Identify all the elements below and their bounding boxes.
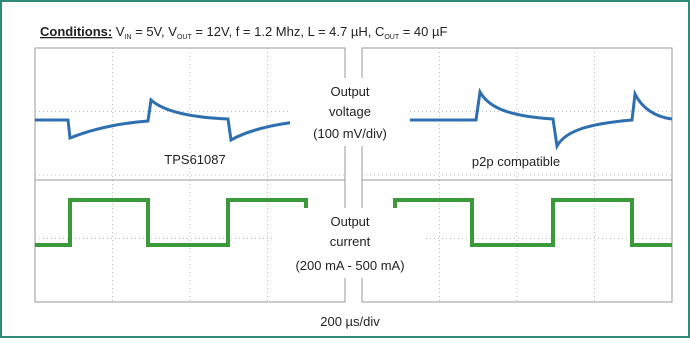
cond-main: V — [116, 24, 125, 39]
cond-main: V — [168, 24, 177, 39]
voltage-label: voltage — [329, 104, 371, 119]
voltage-label: Output — [330, 84, 369, 99]
cond-rest: = 12V, f = 1.2 Mhz, L = 4.7 µH, — [192, 24, 375, 39]
current-label: Output — [330, 214, 369, 229]
cond-main: C — [375, 24, 384, 39]
conditions-label: Conditions: — [40, 24, 112, 39]
cond-sub: OUT — [384, 34, 400, 41]
current-label: (200 mA - 500 mA) — [295, 258, 404, 273]
current-label: current — [330, 234, 371, 249]
cond-sub: IN — [125, 34, 132, 41]
device-label: p2p compatible — [472, 154, 560, 169]
scope-figure: Conditions: VIN = 5V, VOUT = 12V, f = 1.… — [0, 0, 690, 338]
cond-sub: OUT — [177, 34, 193, 41]
cond-rest: = 5V, — [132, 24, 169, 39]
device-label: TPS61087 — [164, 152, 225, 167]
cond-rest: = 40 µF — [399, 24, 447, 39]
timebase-label: 200 µs/div — [320, 314, 380, 329]
voltage-label: (100 mV/div) — [313, 126, 387, 141]
